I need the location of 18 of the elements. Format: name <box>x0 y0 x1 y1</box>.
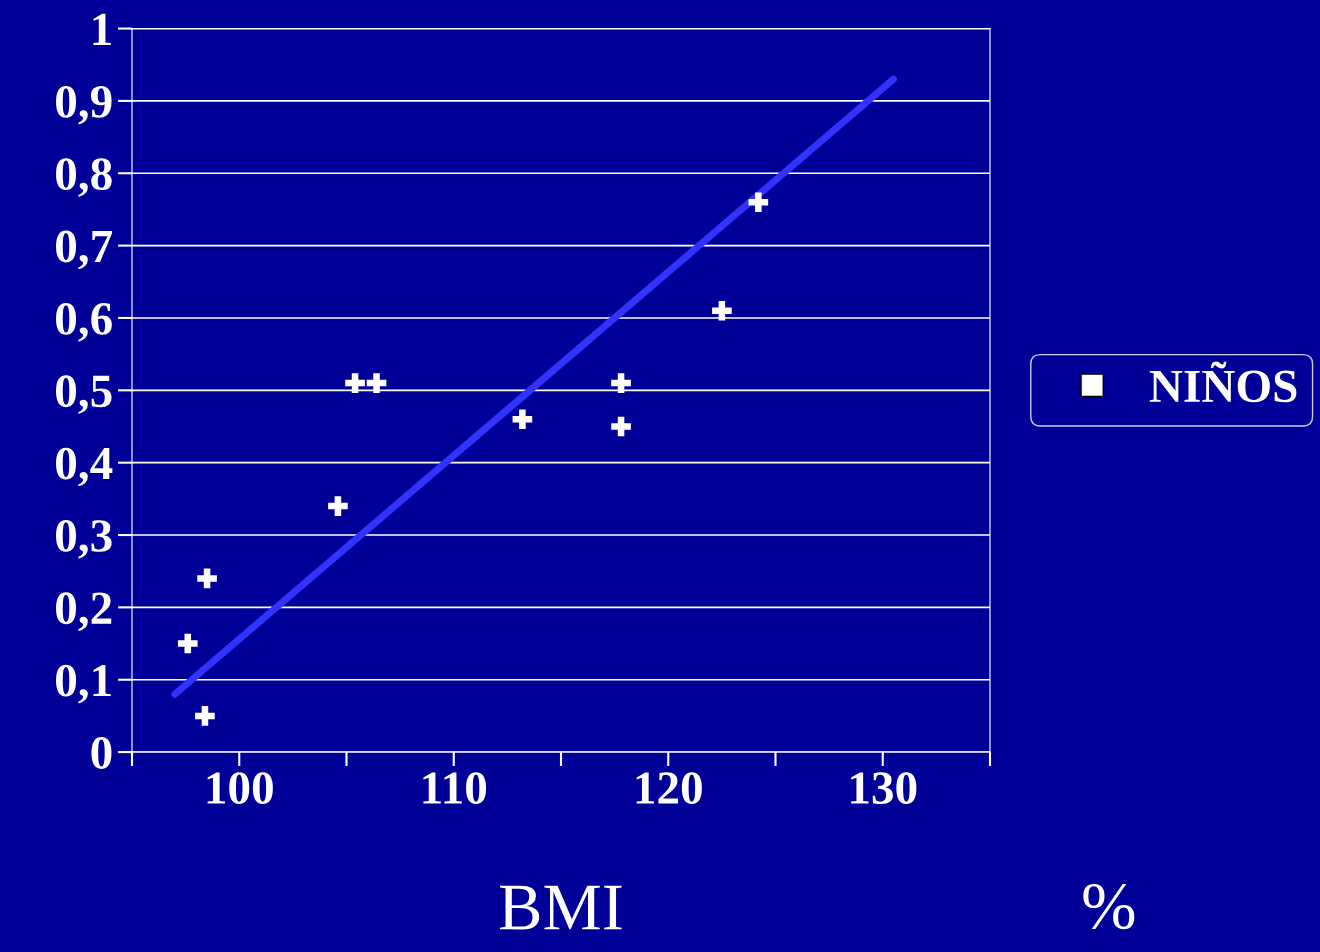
legend-label: NIÑOS <box>1149 361 1297 403</box>
y-tick-label: 0,7 <box>56 230 113 270</box>
x-axis-title: BMI <box>499 885 622 930</box>
y-tick-label: 0,2 <box>56 592 112 632</box>
y-tick-label: 1 <box>93 13 111 45</box>
y-tick-label: 0,3 <box>56 520 112 559</box>
x-tick-label: 100 <box>207 772 273 805</box>
y-tick-label: 0 <box>91 737 112 769</box>
y-tick-label: 0,5 <box>56 375 112 415</box>
y-tick-label: 0,4 <box>56 447 113 487</box>
x-tick-label: 110 <box>423 772 487 805</box>
y-tick-label: 0,8 <box>56 158 112 197</box>
y-tick-label: 0,9 <box>56 85 112 125</box>
text: % <box>1083 883 1135 930</box>
x-tick-label: 120 <box>636 772 702 805</box>
y-tick-label: 0,6 <box>56 302 112 342</box>
y-tick-label: 0,1 <box>56 664 111 704</box>
x-tick-label: 130 <box>851 772 917 805</box>
